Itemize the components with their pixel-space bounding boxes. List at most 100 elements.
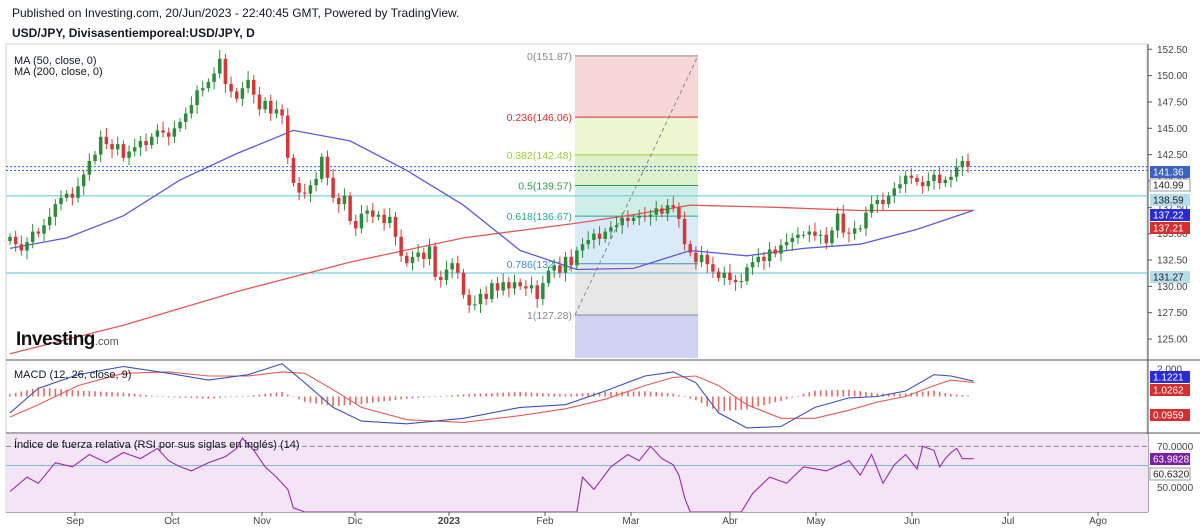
macd-histogram-bar [751,396,754,408]
price-tick-label: 150.00 [1157,71,1188,82]
candle [166,132,171,137]
candle [603,231,607,239]
candle [223,58,228,85]
macd-histogram-bar [179,396,181,398]
price-tag-label: 0.0959 [1153,411,1184,422]
macd-histogram-bar [190,396,193,399]
macd-histogram-bar [406,396,408,399]
price-tag [1150,409,1190,421]
macd-line [9,363,974,429]
macd-histogram-bar [740,396,743,410]
candle [98,136,103,155]
candle [161,130,165,133]
macd-histogram-bar [825,390,828,397]
macd-histogram-bar [491,393,493,397]
macd-histogram-bar [587,392,590,397]
candle [529,285,534,289]
candle [592,233,596,240]
macd-histogram-bar [644,391,646,397]
macd-legend: MACD (12, 26, close, 9) [14,369,132,381]
candle [609,227,613,232]
macd-histogram-bar [530,392,533,397]
candle [195,90,199,106]
candle [473,304,477,306]
candle [920,182,925,187]
candle [835,213,840,231]
macd-histogram-bar [887,393,890,397]
candle [212,73,216,82]
macd-histogram-bar [604,391,607,397]
macd-histogram-bar [525,392,527,397]
ma200-line [9,204,974,355]
time-tick-label: Jul [1002,516,1015,527]
macd-histogram-bar [105,391,108,397]
macd-histogram-bar [519,391,521,397]
price-tag [1150,166,1190,178]
candle [682,218,687,245]
candle [433,246,437,277]
price-tag [1150,222,1190,234]
candle [671,205,675,208]
candle [280,109,284,116]
price-tick-label: 152.50 [1157,45,1188,56]
candle [852,228,857,234]
macd-histogram-bar [388,396,391,401]
macd-histogram-bar [961,395,964,397]
candle [728,272,732,281]
macd-histogram-bar [474,393,476,397]
macd-histogram-bar [366,396,368,404]
macd-histogram-bar [94,391,96,397]
candle [654,208,658,215]
macd-histogram-bar [893,393,896,397]
candle [291,157,296,184]
candle [745,267,749,282]
candle [70,193,75,198]
price-tick-label: 135.00 [1157,229,1188,240]
candle [716,271,721,278]
candle [410,256,415,264]
macd-histogram-bar [791,396,794,398]
macd-histogram-bar [99,391,102,397]
candle [552,265,556,271]
candle [229,84,233,92]
candle [303,192,307,194]
time-tick-label: Mar [622,516,640,527]
rsi-pane [9,437,974,512]
candle [365,210,369,214]
macd-histogram-bar [207,396,210,399]
candle [739,281,744,283]
macd-histogram-bar [819,390,822,397]
candle [614,225,619,228]
candle [30,231,35,243]
candle [898,184,902,189]
macd-histogram-bar [831,390,833,397]
candle [790,237,795,243]
candle [813,231,817,236]
price-tag-label: 137.21 [1153,224,1184,235]
macd-histogram-bar [967,395,969,397]
time-tick-label: Nov [253,516,271,527]
macd-histogram-bar [264,393,266,397]
macd-histogram-bar [150,395,153,397]
candle [132,147,137,152]
candle [869,204,874,213]
candle [875,199,880,205]
candle [779,245,783,254]
candle [524,286,528,289]
macd-histogram-bar [468,394,470,397]
candle [371,210,375,217]
macd-histogram-bar [768,396,771,404]
macd-histogram-bar [581,393,584,397]
macd-histogram-bar [542,393,544,397]
candle [189,105,194,114]
fib-zone-extension [575,315,698,358]
price-tag-label: 1.1221 [1153,373,1184,384]
macd-histogram-bar [836,389,839,397]
price-tick-label: 125.00 [1157,335,1188,346]
macd-histogram-bar [842,389,845,397]
price-tag [1150,384,1190,396]
macd-histogram-bar [853,390,856,397]
price-tag-label: 138.59 [1153,196,1184,207]
macd-histogram-bar [797,395,799,397]
